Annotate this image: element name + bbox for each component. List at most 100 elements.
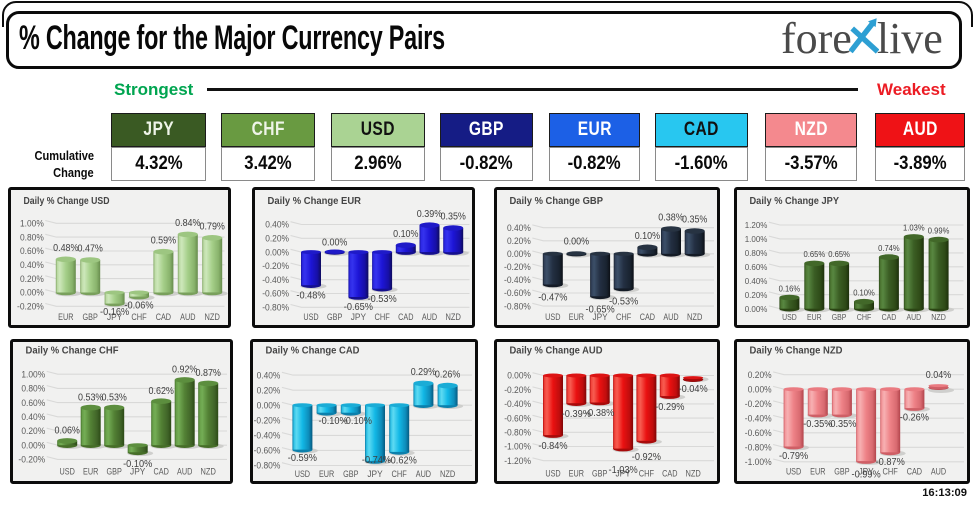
svg-text:0.59%: 0.59% <box>151 235 176 246</box>
svg-text:0.92%: 0.92% <box>172 365 197 376</box>
svg-text:NZD: NZD <box>687 312 703 322</box>
svg-text:0.80%: 0.80% <box>21 384 45 394</box>
svg-text:-1.00%: -1.00% <box>745 457 772 467</box>
svg-text:GBP: GBP <box>832 312 847 322</box>
svg-text:0.26%: 0.26% <box>435 369 460 380</box>
svg-text:CAD: CAD <box>154 466 170 476</box>
svg-text:0.00%: 0.00% <box>257 400 281 410</box>
svg-text:CHF: CHF <box>616 312 632 322</box>
svg-text:CAD: CAD <box>398 312 414 322</box>
svg-text:0.20%: 0.20% <box>20 273 44 283</box>
svg-text:0.53%: 0.53% <box>78 392 103 403</box>
svg-text:0.00%: 0.00% <box>20 287 44 297</box>
svg-text:0.20%: 0.20% <box>257 385 281 395</box>
svg-text:JPY: JPY <box>107 312 122 322</box>
svg-text:NZD: NZD <box>440 469 456 479</box>
svg-text:AUD: AUD <box>416 469 432 479</box>
svg-text:CHF: CHF <box>131 312 147 322</box>
svg-text:-0.80%: -0.80% <box>262 302 289 312</box>
svg-text:GBP: GBP <box>83 312 98 322</box>
svg-text:-0.20%: -0.20% <box>504 262 531 272</box>
svg-text:JPY: JPY <box>592 312 607 322</box>
svg-text:-0.65%: -0.65% <box>586 304 615 315</box>
svg-text:Daily % Change NZD: Daily % Change NZD <box>750 346 843 357</box>
svg-text:-0.06%: -0.06% <box>124 300 153 311</box>
svg-text:0.00%: 0.00% <box>322 237 347 248</box>
svg-text:-0.60%: -0.60% <box>254 446 281 456</box>
svg-text:0.00%: 0.00% <box>265 247 289 257</box>
svg-text:0.65%: 0.65% <box>828 249 850 259</box>
svg-text:USD: USD <box>303 312 319 322</box>
svg-text:USD: USD <box>782 312 797 322</box>
svg-text:-0.20%: -0.20% <box>17 301 44 311</box>
svg-text:GBP: GBP <box>592 469 607 479</box>
svg-text:-0.60%: -0.60% <box>745 428 772 438</box>
svg-text:0.35%: 0.35% <box>682 214 707 225</box>
svg-text:Daily % Change CAD: Daily % Change CAD <box>266 346 360 357</box>
svg-text:0.47%: 0.47% <box>78 243 103 254</box>
svg-text:0.79%: 0.79% <box>200 221 225 232</box>
svg-text:AUD: AUD <box>931 467 947 477</box>
svg-text:Daily % Change USD: Daily % Change USD <box>24 196 110 207</box>
svg-text:-0.65%: -0.65% <box>343 302 372 313</box>
svg-text:-0.38%: -0.38% <box>585 408 614 419</box>
svg-text:EUR: EUR <box>319 469 335 479</box>
svg-text:0.40%: 0.40% <box>257 370 281 380</box>
svg-text:-0.80%: -0.80% <box>254 461 281 471</box>
svg-text:0.40%: 0.40% <box>265 219 289 229</box>
svg-text:0.87%: 0.87% <box>196 368 221 379</box>
svg-text:0.62%: 0.62% <box>149 386 174 397</box>
svg-text:0.74%: 0.74% <box>878 242 900 252</box>
svg-text:0.00%: 0.00% <box>21 440 45 450</box>
svg-text:AUD: AUD <box>421 312 437 322</box>
svg-text:-0.87%: -0.87% <box>876 457 905 468</box>
svg-text:-0.53%: -0.53% <box>367 293 396 304</box>
svg-text:-0.80%: -0.80% <box>504 301 531 311</box>
svg-text:EUR: EUR <box>807 312 822 322</box>
svg-text:-0.20%: -0.20% <box>18 455 45 465</box>
svg-text:-1.03%: -1.03% <box>609 465 638 476</box>
svg-text:-0.80%: -0.80% <box>745 443 772 453</box>
svg-text:0.20%: 0.20% <box>21 426 45 436</box>
svg-text:-0.53%: -0.53% <box>609 296 638 307</box>
svg-text:0.39%: 0.39% <box>416 208 441 219</box>
svg-text:-0.79%: -0.79% <box>779 451 808 462</box>
svg-text:-0.04%: -0.04% <box>679 384 708 395</box>
svg-text:NZD: NZD <box>201 466 217 476</box>
svg-text:-0.60%: -0.60% <box>262 288 289 298</box>
svg-text:0.20%: 0.20% <box>745 289 768 299</box>
svg-text:EUR: EUR <box>569 312 585 322</box>
svg-text:0.04%: 0.04% <box>926 370 951 381</box>
svg-text:-0.40%: -0.40% <box>745 414 772 424</box>
svg-text:AUD: AUD <box>663 312 679 322</box>
svg-text:USD: USD <box>545 312 561 322</box>
svg-text:-0.80%: -0.80% <box>504 428 531 438</box>
svg-text:-0.99%: -0.99% <box>852 470 881 481</box>
svg-text:USD: USD <box>295 469 311 479</box>
svg-text:CHF: CHF <box>374 312 390 322</box>
svg-text:NZD: NZD <box>445 312 461 322</box>
svg-text:CAD: CAD <box>907 467 923 477</box>
svg-text:EUR: EUR <box>83 466 99 476</box>
svg-text:Daily % Change EUR: Daily % Change EUR <box>267 196 361 207</box>
svg-text:0.60%: 0.60% <box>20 246 44 256</box>
svg-text:1.00%: 1.00% <box>21 369 45 379</box>
svg-text:-0.26%: -0.26% <box>900 413 929 424</box>
svg-text:EUR: EUR <box>810 467 826 477</box>
svg-text:-0.35%: -0.35% <box>803 419 832 430</box>
svg-text:0.10%: 0.10% <box>853 287 875 297</box>
svg-text:-0.40%: -0.40% <box>262 274 289 284</box>
svg-text:CAD: CAD <box>882 312 897 322</box>
svg-text:JPY: JPY <box>858 467 873 477</box>
svg-text:0.06%: 0.06% <box>55 426 80 437</box>
svg-text:NZD: NZD <box>931 312 946 322</box>
svg-text:-1.00%: -1.00% <box>504 442 531 452</box>
svg-text:0.00%: 0.00% <box>564 236 589 247</box>
svg-text:-0.20%: -0.20% <box>745 399 772 409</box>
svg-text:-0.10%: -0.10% <box>319 416 348 427</box>
svg-text:-0.48%: -0.48% <box>296 290 325 301</box>
svg-text:0.00%: 0.00% <box>748 384 772 394</box>
svg-text:1.20%: 1.20% <box>745 220 768 230</box>
svg-text:-0.20%: -0.20% <box>504 385 531 395</box>
svg-text:-0.74%: -0.74% <box>362 455 391 466</box>
